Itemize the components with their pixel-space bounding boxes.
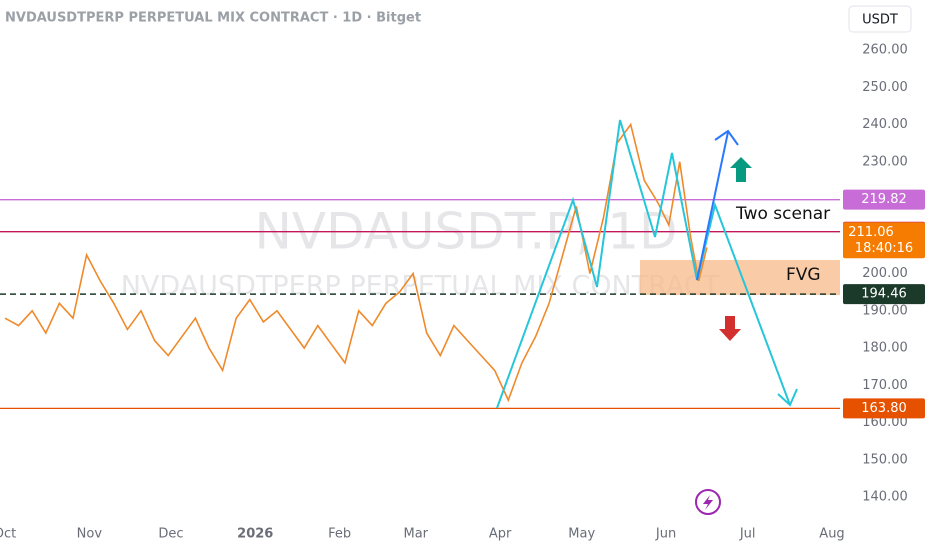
y-tick-label: 250.00	[862, 80, 908, 95]
x-tick-label: 2026	[237, 527, 273, 542]
y-tick-label: 260.00	[862, 43, 908, 58]
event-bolt	[703, 495, 713, 510]
down-icon	[719, 316, 741, 341]
x-tick-label: Oct	[0, 527, 16, 542]
price-axis	[840, 0, 932, 550]
currency-button[interactable]	[848, 5, 912, 33]
chart-title: NVDAUSDTPERP PERPETUAL MIX CONTRACT · 1D…	[5, 11, 421, 26]
y-tick-label: 140.00	[862, 490, 908, 505]
price-line	[4, 122, 708, 403]
y-tick-label: 200.00	[862, 266, 908, 281]
y-tick-label: 230.00	[862, 154, 908, 169]
level-tag-label: 219.82	[861, 192, 907, 207]
bullish-arrowhead	[714, 129, 739, 146]
level-tag-label: 163.80	[861, 401, 907, 416]
pattern-arrowhead	[777, 388, 798, 407]
event-icon[interactable]	[695, 489, 721, 515]
current-price-tag	[843, 222, 925, 259]
bullish-arrow	[696, 131, 729, 281]
y-tick-label: 150.00	[862, 452, 908, 467]
y-tick-label: 240.00	[862, 117, 908, 132]
level-tag-label: 194.46	[861, 287, 907, 302]
countdown-label: 18:40:16	[855, 241, 913, 256]
x-tick-label: May	[568, 527, 595, 542]
currency-label[interactable]: USDT	[862, 13, 898, 28]
x-tick-label: Jul	[739, 527, 756, 542]
y-tick-label: 180.00	[862, 341, 908, 356]
x-tick-label: Mar	[404, 527, 429, 542]
level-tag	[843, 189, 925, 210]
fvg-zone	[640, 260, 840, 295]
x-tick-label: Jun	[655, 527, 676, 542]
up-icon	[730, 157, 752, 182]
x-tick-label: Apr	[489, 527, 512, 542]
watermark-subtitle: NVDAUSDTPERP PERPETUAL MIX CONTRACT	[121, 271, 720, 302]
pattern-drawing	[496, 119, 791, 409]
level-tag	[843, 398, 925, 419]
current-price-label: 211.06	[848, 225, 894, 240]
y-tick-label: 160.00	[862, 415, 908, 430]
x-tick-label: Nov	[77, 527, 103, 542]
level-tag	[843, 284, 925, 305]
x-tick-label: Feb	[328, 527, 351, 542]
x-tick-label: Dec	[158, 527, 183, 542]
fvg-label: FVG	[786, 265, 821, 285]
x-tick-label: Aug	[819, 527, 844, 542]
scenario-label: Two scenar	[735, 204, 830, 224]
y-tick-label: 170.00	[862, 378, 908, 393]
y-tick-label: 190.00	[862, 303, 908, 318]
